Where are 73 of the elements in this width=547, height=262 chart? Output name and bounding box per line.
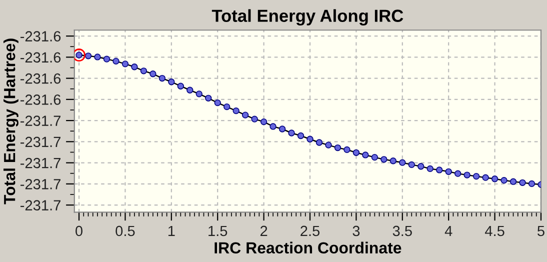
point [380,156,388,163]
y-tick-label: -231.6 [20,52,61,63]
point [131,64,138,70]
y-tick-label: -231.6 [20,94,61,105]
point [158,74,166,82]
point [510,178,517,185]
point [344,146,350,154]
point [251,116,258,122]
x-tick-label: 2 [260,226,268,236]
point [436,166,443,174]
x-axis-title: IRC Reaction Coordinate [214,242,402,254]
x-tick-label: 5 [538,226,544,236]
point [74,48,86,62]
point [140,68,148,74]
point [214,99,221,106]
y-tick-label: -231.6 [20,73,61,84]
point [205,94,212,102]
point [186,86,194,94]
point [150,70,156,78]
x-tick-label: 3.5 [392,226,412,236]
y-tick-label: -231.6 [20,31,61,42]
point [232,107,240,114]
point [112,58,120,65]
point [519,179,526,186]
point [270,123,276,130]
point [408,161,415,168]
point [196,90,202,98]
x-tick-label: 1.5 [208,226,228,236]
point [122,60,129,68]
point [325,142,332,148]
point [168,78,175,86]
point [316,139,323,146]
point [278,126,286,132]
x-tick-label: 4.5 [484,226,504,236]
point [306,136,314,142]
y-axis-title: Total Energy (Hartree) [4,38,18,204]
y-tick-label: -231.7 [20,136,60,148]
point [390,158,396,164]
point [297,132,304,140]
x-tick-label: 0.5 [116,226,135,236]
point [445,168,452,175]
point [454,170,462,177]
point [371,154,378,161]
point [352,149,360,156]
point [260,118,268,126]
y-tick-label: -231.7 [20,179,60,190]
point [224,103,230,110]
y-tick-label: -231.7 [20,116,60,126]
point [482,174,489,181]
x-tick-label: 1 [168,226,175,236]
point [362,152,369,158]
point [177,82,184,90]
point [418,163,424,170]
y-tick-label: -231.7 [20,200,60,210]
point [399,159,406,166]
y-tick-label: -231.7 [20,158,60,168]
point [94,54,101,60]
point [472,172,480,180]
chart-title: Total Energy Along IRC [212,9,404,26]
point [103,56,110,62]
point [334,144,342,152]
x-tick-label: 3 [352,226,360,236]
point [426,165,434,172]
point [464,172,470,178]
x-tick-label: 4 [444,226,452,236]
point [500,176,508,184]
point [84,52,92,60]
x-tick-label: 2.5 [300,226,320,236]
point [242,112,249,118]
point [491,176,498,182]
point [288,130,295,136]
point [528,180,536,188]
x-tick-label: 0 [76,226,82,236]
